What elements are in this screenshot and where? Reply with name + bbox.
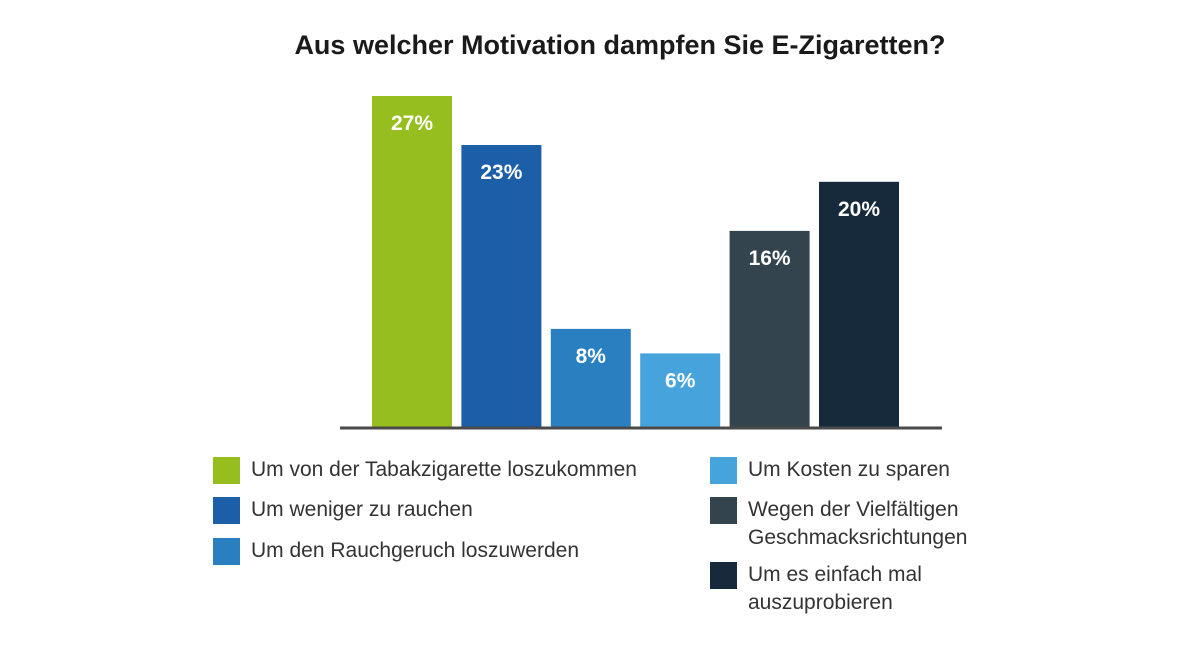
legend-label: Um Kosten zu sparen [748,458,950,481]
legend-swatch [213,538,240,565]
legend-swatch [710,457,737,484]
bar-tabakzigarette [372,96,452,427]
bar-geschmacksrichtungen [729,230,810,427]
data-label-geschmacksrichtungen: 16% [749,247,791,270]
legend-item-tabakzigarette: Um von der Tabakzigarette loszukommen [213,456,637,484]
legend-item-kosten-sparen: Um Kosten zu sparen [710,456,950,484]
bar-kosten-sparen [640,353,721,427]
legend-item-geschmacksrichtungen: Wegen der Vielfältigen Geschmacksrichtun… [710,496,967,552]
legend-label: Um es einfach mal auszuprobieren [748,563,922,614]
data-label-tabakzigarette: 27% [391,112,433,135]
data-label-weniger-rauchen: 23% [480,161,522,184]
legend-swatch [710,497,737,524]
legend-label: Um den Rauchgeruch loszuwerden [251,539,580,562]
bar-weniger-rauchen [461,145,542,427]
legend-item-weniger-rauchen: Um weniger zu rauchen [213,496,473,524]
chart-title: Aus welcher Motivation dampfen Sie E-Zig… [294,30,946,60]
bars-group: 27% 23% 8% 6% 16% 20% [372,96,899,427]
legend-item-rauchgeruch: Um den Rauchgeruch loszuwerden [213,537,579,565]
legend-swatch [710,562,737,589]
legend-item-ausprobieren: Um es einfach mal auszuprobieren [710,561,922,617]
legend-label: Um von der Tabakzigarette loszukommen [251,458,637,481]
legend-label: Um weniger zu rauchen [251,498,473,521]
bar-ausprobieren [819,181,899,427]
legend-swatch [213,457,240,484]
data-label-kosten-sparen: 6% [665,369,696,392]
legend-label: Wegen der Vielfältigen Geschmacksrichtun… [748,498,968,549]
data-label-rauchgeruch: 8% [576,345,607,368]
bar-rauchgeruch [550,328,631,427]
data-label-ausprobieren: 20% [838,198,880,221]
legend-swatch [213,497,240,524]
